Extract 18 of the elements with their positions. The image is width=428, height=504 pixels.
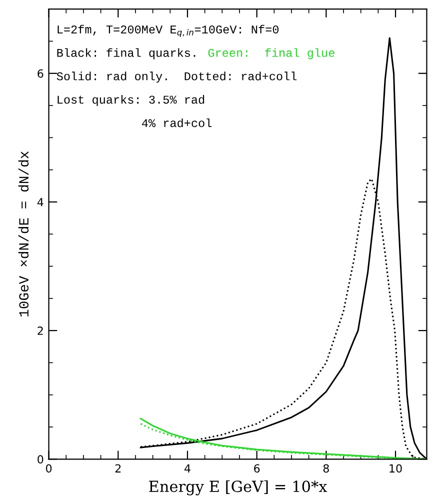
x-tick-label: 10 <box>390 464 402 473</box>
y-tick-label: 4 <box>37 198 44 206</box>
x-axis-title: Energy E [GeV] = 10*x <box>149 480 328 496</box>
x-tick-label: 2 <box>115 464 121 472</box>
y-tick-label: 6 <box>38 69 44 78</box>
annotation: Green: final glue <box>208 48 334 60</box>
y-tick-label: 0 <box>38 455 44 464</box>
x-tick-label: 0 <box>46 464 52 473</box>
x-tick-label: 4 <box>184 464 190 472</box>
y-axis-title: 10GeV ×dN/dE = dN/dx <box>18 151 29 316</box>
x-tick-label: 6 <box>254 464 260 473</box>
annotation: Black: final quarks. <box>57 48 196 60</box>
y-tick-label: 2 <box>38 326 43 335</box>
annotation: Solid: rad only. Dotted: rad+coll <box>56 72 297 83</box>
x-tick-label: 8 <box>323 464 329 473</box>
annotation: 4% rad+col <box>142 118 212 128</box>
annotation: Lost quarks: 3.5% rad <box>58 95 204 106</box>
annotation: L=2fm, T=200MeV E$_{q,in}$=10GeV: Nf=0 <box>58 24 279 38</box>
